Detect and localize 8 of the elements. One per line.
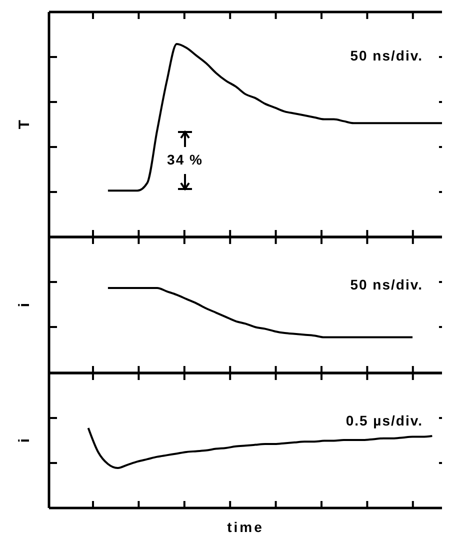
x-axis-title: time — [227, 519, 264, 535]
annotation: 50 ns/div. — [350, 276, 423, 293]
annotation: 34 % — [167, 152, 203, 168]
annotation: 50 ns/div. — [350, 48, 423, 64]
y-axis-title: i — [16, 302, 33, 308]
y-axis-title: i — [16, 438, 33, 443]
annotation: 0.5 µs/div. — [346, 412, 423, 429]
y-axis-title: T — [16, 120, 33, 130]
